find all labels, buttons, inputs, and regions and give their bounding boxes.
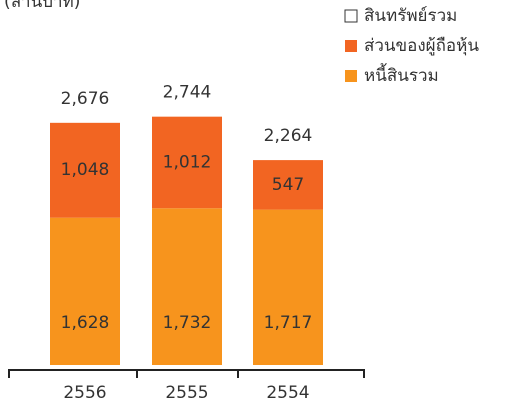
data-label: 1,048 [61, 160, 110, 180]
x-tick-label: 2556 [63, 383, 106, 403]
total-label: 2,676 [61, 89, 110, 109]
data-label: 1,717 [264, 313, 313, 333]
x-tick-label: 2555 [165, 383, 208, 403]
total-label: 2,264 [264, 126, 313, 146]
legend-swatch [345, 40, 357, 52]
legend-label: สินทรัพย์รวม [364, 6, 457, 26]
bar-segment [253, 160, 323, 210]
x-tick-label: 2554 [266, 383, 309, 403]
y-axis-label: (ล้านบาท) [4, 0, 80, 12]
total-label: 2,744 [163, 83, 212, 103]
bar-segment [152, 208, 222, 365]
legend-swatch [344, 9, 358, 23]
legend-label: ส่วนของผู้ถือหุ้น [364, 36, 479, 56]
data-label: 547 [272, 175, 304, 195]
bar-segment [50, 217, 120, 365]
bar-segment [152, 116, 222, 209]
data-label: 1,012 [163, 152, 212, 172]
legend-swatch [345, 70, 357, 82]
data-label: 1,628 [61, 313, 110, 333]
bar-segment [50, 122, 120, 218]
data-label: 1,732 [163, 313, 212, 333]
bar-segment [253, 209, 323, 365]
legend-label: หนี้สินรวม [364, 63, 439, 86]
